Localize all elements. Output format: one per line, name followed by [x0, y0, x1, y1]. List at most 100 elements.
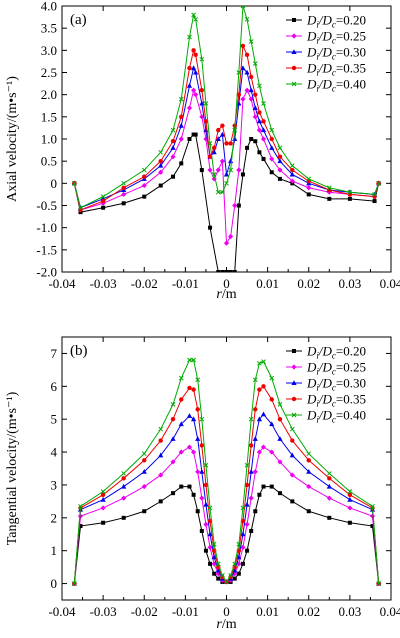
data-point: [260, 127, 267, 133]
data-point: [223, 171, 230, 177]
x-tick-label: -0.04: [48, 276, 76, 291]
data-point: [121, 515, 126, 520]
data-point: [191, 48, 196, 53]
data-point: [187, 484, 192, 489]
series-line: [73, 88, 380, 245]
data-point: [257, 360, 262, 366]
data-point: [199, 468, 205, 474]
data-point: [203, 119, 209, 124]
x-tick-label: 0.01: [256, 604, 279, 619]
data-point: [232, 561, 238, 567]
data-point: [277, 416, 283, 422]
legend-label: Di/Dc=0.30: [306, 45, 366, 62]
data-point: [195, 377, 201, 383]
data-point: [253, 92, 258, 97]
data-point: [306, 185, 312, 191]
data-point: [261, 359, 266, 365]
data-point: [269, 421, 275, 427]
legend: Di/Dc=0.20Di/Dc=0.25Di/Dc=0.30Di/Dc=0.35…: [286, 344, 366, 425]
data-point: [289, 426, 295, 432]
data-point: [178, 136, 184, 142]
data-point: [211, 145, 217, 151]
x-tick-label: -0.03: [90, 604, 117, 619]
y-tick-label: 0: [51, 576, 58, 591]
series-line: [73, 446, 380, 584]
data-point: [170, 139, 176, 144]
data-point: [347, 489, 353, 494]
data-point: [253, 509, 258, 514]
data-point: [207, 154, 213, 159]
data-point: [277, 436, 283, 441]
data-point: [269, 484, 274, 489]
data-point: [290, 499, 295, 504]
data-point: [121, 495, 127, 501]
data-point: [187, 65, 192, 71]
data-point: [290, 167, 295, 173]
data-point: [199, 528, 204, 533]
data-point: [121, 471, 127, 476]
data-point: [236, 541, 242, 547]
data-point: [277, 154, 283, 159]
data-point: [101, 205, 106, 210]
data-point: [216, 127, 221, 133]
legend-item: Di/Dc=0.25: [286, 29, 366, 46]
data-point: [256, 127, 262, 133]
data-point: [220, 123, 225, 128]
data-point: [248, 468, 254, 474]
data-point: [191, 357, 196, 363]
data-point: [186, 444, 193, 450]
data-point: [211, 541, 217, 547]
legend-label: Di/Dc=0.25: [306, 29, 366, 46]
data-point: [347, 189, 353, 195]
data-point: [244, 16, 250, 22]
data-point: [178, 96, 184, 102]
data-point: [244, 482, 250, 488]
y-tick-label: -1.0: [36, 220, 57, 235]
data-point: [141, 468, 147, 474]
x-tick-label: 0.04: [380, 604, 400, 619]
series-di-dc-0-40: [71, 6, 382, 211]
data-point: [291, 396, 297, 402]
data-point: [232, 127, 238, 133]
data-point: [277, 176, 282, 181]
data-point: [219, 131, 225, 137]
data-point: [236, 554, 242, 560]
data-point: [306, 458, 311, 463]
data-point: [244, 87, 250, 93]
data-point: [142, 194, 147, 199]
data-point: [244, 521, 250, 527]
data-point: [376, 581, 382, 586]
data-point: [193, 69, 199, 75]
y-tick-label: 1.0: [41, 132, 57, 147]
y-tick-label: 1.5: [41, 109, 57, 124]
data-point: [199, 56, 205, 62]
data-point: [228, 141, 233, 146]
data-point: [252, 114, 258, 120]
data-point: [220, 572, 225, 578]
y-tick-label: 7: [51, 346, 58, 361]
data-point: [269, 145, 275, 150]
data-point: [289, 452, 295, 458]
data-point: [236, 561, 242, 567]
x-tick-label: 0: [223, 604, 230, 619]
data-point: [158, 162, 164, 168]
data-point: [199, 495, 205, 501]
x-axis-variable: r: [216, 617, 222, 632]
y-tick-label: -0.5: [36, 198, 57, 213]
x-axis-title: r/m: [216, 617, 236, 632]
series-di-dc-0-25: [71, 87, 382, 246]
data-point: [187, 357, 192, 363]
data-point: [245, 548, 250, 553]
data-point: [187, 137, 192, 141]
data-point: [240, 505, 246, 511]
x-tick-label: 0.02: [297, 604, 320, 619]
data-point: [203, 548, 208, 553]
data-point: [211, 561, 217, 567]
data-point: [291, 364, 297, 370]
series-line: [73, 134, 380, 272]
y-tick-label: -1.5: [36, 242, 57, 257]
series-line: [73, 486, 380, 584]
data-point: [291, 49, 297, 54]
data-point: [347, 492, 353, 497]
